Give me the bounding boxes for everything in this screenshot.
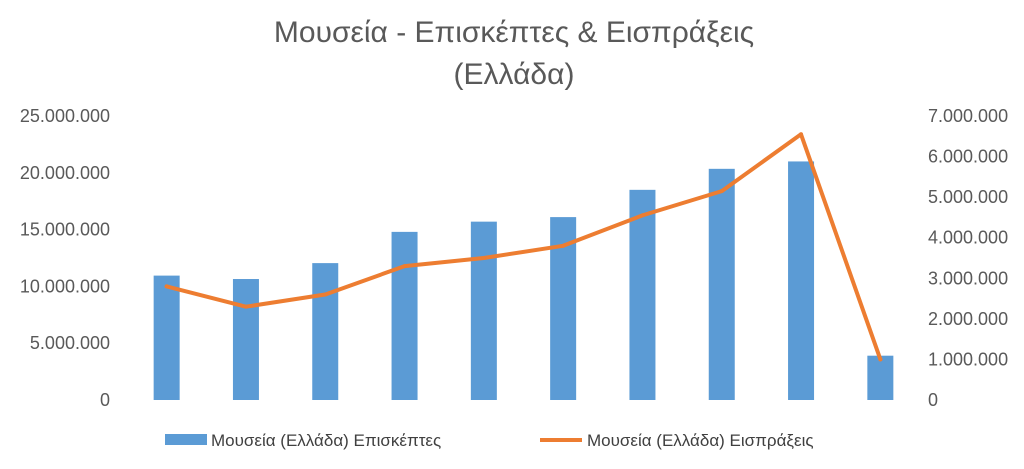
left-axis-tick-label: 10.000.000 [20,276,110,296]
right-axis-tick-label: 6.000.000 [928,147,1008,167]
line-point [719,189,724,194]
line-point [561,243,566,248]
line-point [481,256,486,260]
line-point [164,284,169,289]
bar [867,355,894,400]
right-axis-tick-label: 2.000.000 [928,309,1008,329]
left-axis-tick-label: 20.000.000 [20,163,110,183]
left-axis-tick-label: 25.000.000 [20,106,110,126]
bar [153,275,180,400]
legend: Μουσεία (Ελλάδα) Επισκέπτες Μουσεία (Ελλ… [165,431,814,450]
bar [708,168,735,400]
chart-title: Μουσεία - Επισκέπτες & Εισπράξεις [274,16,754,49]
bar [788,161,815,400]
legend-swatch-visitors [165,434,207,445]
right-axis-tick-label: 4.000.000 [928,228,1008,248]
line-point [799,132,804,137]
line-point [878,357,883,362]
left-axis-tick-label: 15.000.000 [20,220,110,240]
legend-label-revenue: Μουσεία (Ελλάδα) Εισπράξεις [587,431,814,450]
line-point [640,213,645,218]
left-axis-tick-label: 0 [100,390,110,410]
bar-series [153,161,894,400]
right-axis-tick-label: 0 [928,390,938,410]
bar [629,189,656,400]
bar [312,263,339,400]
bar [391,231,418,400]
line-point [402,264,407,269]
left-axis: 0 5.000.000 10.000.000 15.000.000 20.000.000… [20,106,110,410]
right-axis-tick-label: 7.000.000 [928,106,1008,126]
legend-label-visitors: Μουσεία (Ελλάδα) Επισκέπτες [211,431,441,450]
left-axis-tick-label: 5.000.000 [30,333,110,353]
line-series [164,132,883,362]
right-axis-tick-label: 3.000.000 [928,268,1008,288]
chart-subtitle: (Ελλάδα) [454,58,575,91]
right-axis-tick-label: 1.000.000 [928,349,1008,369]
bar [232,279,259,400]
revenue-line [164,132,883,362]
right-axis-tick-label: 5.000.000 [928,187,1008,207]
bar [470,221,497,400]
line-point [323,292,328,297]
line-point [243,304,248,309]
right-axis: 0 1.000.000 2.000.000 3.000.000 4.000.000 5.0… [928,106,1008,410]
